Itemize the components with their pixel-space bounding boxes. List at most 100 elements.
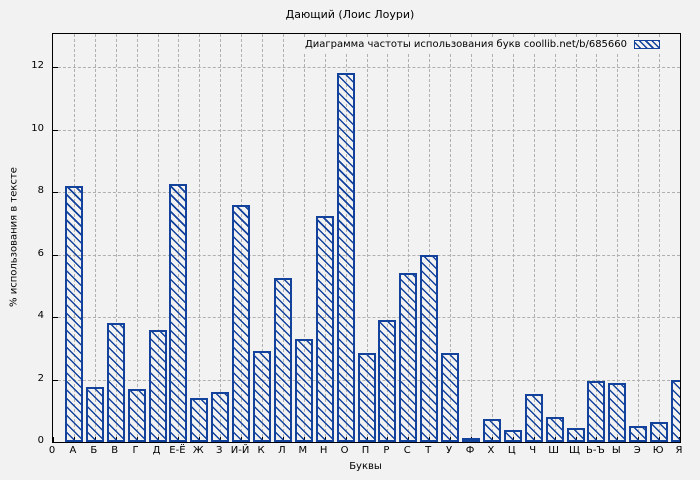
grid-line-x-Ф [471, 34, 472, 442]
bar-Э [629, 426, 648, 442]
grid-line-x-Д [157, 34, 159, 442]
y-tick-mark [53, 67, 58, 69]
grid-line-x-Ю [659, 34, 661, 442]
grid-line-x-Т [429, 34, 431, 442]
y-tick-label: 8 [37, 185, 44, 197]
bar-Ш [545, 417, 564, 442]
bar-З [211, 392, 230, 442]
grid-line-x-Ч [533, 34, 535, 442]
x-tick-label: Л [278, 445, 286, 456]
grid-line-x-У [450, 34, 452, 442]
legend: Диаграмма частоты использования букв coo… [302, 37, 662, 52]
x-tick-label: Щ [569, 445, 580, 456]
y-tick-label: 2 [37, 372, 44, 384]
x-tick-label: З [215, 445, 223, 456]
x-tick-label: Ф [465, 445, 475, 456]
bar-Ц [503, 429, 522, 442]
x-tick-label: Ь-Ъ [585, 445, 605, 456]
grid-line-x-Х [491, 34, 493, 442]
bar-Щ [566, 427, 585, 442]
bar-Ь-Ъ [587, 381, 606, 442]
x-axis-title: Буквы [349, 461, 382, 472]
bar-Н [315, 215, 334, 442]
y-tick-label: 10 [31, 122, 44, 134]
grid-line-x-П [366, 34, 368, 442]
y-tick-mark [53, 192, 58, 194]
x-tick-label: П [361, 445, 370, 456]
bar-Р [378, 320, 397, 442]
bar-У [441, 352, 460, 442]
x-tick-label: В [111, 445, 119, 456]
y-tick-mark [53, 254, 58, 256]
bar-Ю [650, 421, 669, 442]
bar-Ф [462, 438, 480, 442]
x-tick-label: Ы [611, 445, 621, 456]
x-tick-label: Ю [652, 445, 664, 456]
bar-Ы [608, 382, 627, 442]
x-tick-label: Ц [507, 445, 516, 456]
bar-Т [420, 254, 439, 442]
bar-Д [148, 329, 167, 442]
bar-Л [273, 278, 292, 442]
grid-line-x-Ы [617, 34, 619, 442]
bar-Ж [190, 398, 209, 442]
x-tick-label: Ж [192, 445, 204, 456]
grid-line-x-Р [387, 34, 389, 442]
x-tick-label: Т [425, 445, 432, 456]
x-tick-label: А [69, 445, 77, 456]
grid-line-x-К [262, 34, 263, 442]
bar-Ч [524, 393, 543, 442]
x-tick-label: С [403, 445, 411, 456]
grid-line-x-Ь-Ъ [596, 34, 598, 442]
bar-Г [127, 388, 146, 442]
legend-label: Диаграмма частоты использования букв coo… [304, 39, 627, 50]
grid-line-x-Ш [554, 34, 556, 442]
grid-line-x-Ж [199, 34, 201, 442]
x-tick-label: Я [675, 445, 683, 456]
bar-К [253, 351, 271, 442]
x-tick-label: И-Й [230, 445, 250, 456]
y-tick-label: 4 [37, 310, 44, 322]
x-tick-label: Е-Ё [169, 445, 186, 456]
grid-line-x-В [115, 34, 117, 442]
grid-line-x-Э [638, 34, 640, 442]
bar-И-Й [232, 204, 251, 442]
grid-line-x-С [408, 34, 410, 442]
bar-А [64, 185, 83, 442]
grid-line-x-Л [282, 34, 284, 442]
bar-С [399, 273, 418, 442]
y-tick-label: 6 [37, 247, 44, 259]
x-tick-mark [53, 437, 54, 442]
x-tick-label: У [446, 445, 453, 456]
x-tick-label: Д [152, 445, 161, 456]
bar-О [336, 73, 355, 442]
x-tick-label: Б [90, 445, 98, 456]
bar-В [106, 323, 125, 442]
grid-line-x-Ц [512, 34, 514, 442]
bar-П [357, 352, 376, 442]
x-tick-label: Г [132, 445, 139, 456]
y-tick-label: 12 [31, 60, 44, 72]
x-tick-label: Ш [548, 445, 559, 456]
grid-line-x-Г [136, 34, 138, 442]
grid-line-x-Б [94, 34, 96, 442]
x-tick-label: 0 [48, 445, 56, 456]
plot-area: Диаграмма частоты использования букв coo… [52, 33, 681, 443]
bar-Б [85, 387, 104, 442]
x-tick-label: Р [383, 445, 390, 456]
bar-Я [671, 379, 680, 442]
bar-Х [482, 418, 501, 442]
y-tick-mark [53, 129, 58, 131]
legend-swatch [634, 40, 660, 49]
grid-line-x-М [303, 34, 305, 442]
x-tick-label: О [340, 445, 349, 456]
grid-line-x-Щ [575, 34, 577, 442]
bar-М [294, 338, 313, 442]
x-tick-label: Э [633, 445, 641, 456]
bar-Е-Ё [169, 184, 188, 442]
grid-line-x-З [220, 34, 222, 442]
x-tick-label: К [257, 445, 265, 456]
y-tick-mark [53, 317, 58, 319]
x-tick-label: Х [487, 445, 495, 456]
